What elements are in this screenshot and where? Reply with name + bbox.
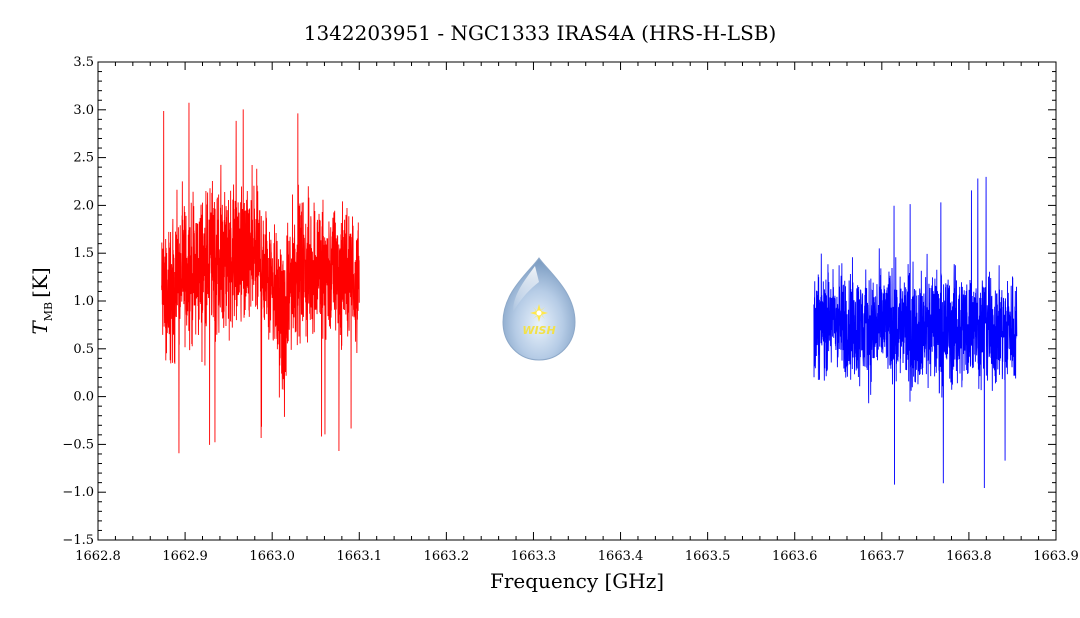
wish-logo: WISH	[502, 257, 576, 361]
svg-text:TMB[K]: TMB [K]	[28, 267, 55, 334]
series-layer	[161, 102, 1018, 488]
x-tick-label: 1663.9	[1033, 549, 1079, 564]
y-tick-label: 0.0	[73, 390, 94, 405]
y-tick-label: 1.5	[73, 246, 94, 261]
y-tick-label: 3.5	[73, 55, 94, 70]
x-tick-label: 1663.5	[685, 549, 731, 564]
x-tick-label: 1663.3	[511, 549, 557, 564]
y-tick-label: −0.5	[62, 437, 94, 452]
y-tick-label: 2.0	[73, 198, 94, 213]
x-tick-label: 1663.6	[772, 549, 818, 564]
y-axis-subscript: MB	[42, 302, 55, 321]
x-tick-label: 1663.7	[859, 549, 905, 564]
x-tick-label: 1663.1	[337, 549, 383, 564]
wish-logo-text: WISH	[522, 324, 555, 337]
y-tick-label: −1.0	[62, 485, 94, 500]
y-tick-label: 2.5	[73, 151, 94, 166]
y-tick-labels: −1.5 −1.0 −0.5 0.0 0.5 1.0 1.5 2.0 2.5 3.0 3.5	[62, 55, 94, 548]
y-tick-label: 3.0	[73, 103, 94, 118]
series-line-blue	[813, 176, 1018, 488]
series-line-red	[161, 102, 360, 454]
x-tick-label: 1663.4	[598, 549, 644, 564]
y-axis-label: TMB [K]	[28, 267, 55, 334]
x-tick-label: 1663.0	[249, 549, 295, 564]
x-tick-label: 1663.2	[424, 549, 470, 564]
x-tick-labels: 1662.8 1662.9 1663.0 1663.1 1663.2 1663.3 1663…	[75, 549, 1079, 564]
x-tick-label: 1663.8	[946, 549, 992, 564]
y-tick-label: −1.5	[62, 533, 94, 548]
y-axis-symbol: T	[28, 320, 52, 335]
star-icon	[530, 304, 548, 322]
x-axis-label: Frequency [GHz]	[490, 569, 664, 593]
x-tick-label: 1662.8	[75, 549, 121, 564]
chart-title: 1342203951 - NGC1333 IRAS4A (HRS-H-LSB)	[304, 21, 777, 45]
ticks-layer	[97, 61, 1057, 541]
x-tick-label: 1662.9	[162, 549, 208, 564]
y-axis-unit: [K]	[28, 267, 52, 298]
y-tick-label: 0.5	[73, 342, 94, 357]
y-tick-label: 1.0	[73, 294, 94, 309]
